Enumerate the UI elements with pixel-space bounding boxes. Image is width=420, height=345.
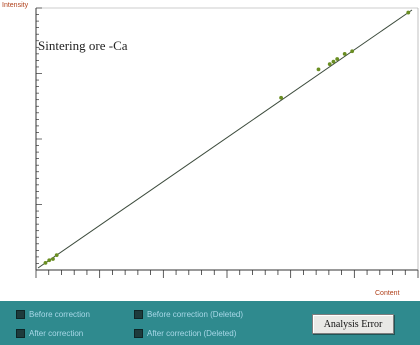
legend-label: After correction — [29, 328, 84, 338]
checkbox-icon[interactable] — [134, 328, 143, 338]
checkbox-icon[interactable] — [16, 309, 25, 319]
legend-after-correction-deleted[interactable]: After correction (Deleted) — [134, 326, 236, 340]
axes — [35, 7, 419, 278]
legend-before-correction-deleted[interactable]: Before correction (Deleted) — [134, 307, 243, 321]
data-point — [316, 67, 321, 72]
plot-area: Intensity Sintering ore -Ca Content — [0, 0, 420, 297]
fit-line — [37, 9, 413, 269]
data-point — [43, 260, 48, 265]
chart-svg — [35, 7, 419, 278]
data-point — [331, 59, 336, 64]
data-point — [406, 10, 411, 15]
data-point — [350, 49, 355, 54]
checkbox-icon[interactable] — [16, 328, 25, 338]
analysis-error-button[interactable]: Analysis Error — [312, 314, 394, 334]
fit-line-group — [37, 9, 413, 269]
y-axis-title: Intensity — [2, 2, 29, 9]
points-group — [43, 10, 411, 265]
control-panel: Before correction Before correction (Del… — [0, 301, 420, 345]
data-point — [47, 258, 52, 263]
data-point — [335, 57, 340, 61]
data-point — [51, 257, 55, 261]
checkbox-icon[interactable] — [134, 309, 143, 319]
legend-label: Before correction (Deleted) — [147, 309, 244, 319]
legend-after-correction[interactable]: After correction — [16, 326, 83, 340]
data-point — [279, 95, 283, 100]
legend-label: After correction (Deleted) — [147, 328, 237, 338]
data-point — [54, 253, 59, 257]
chart-title: Sintering ore -Ca — [38, 38, 128, 53]
data-point — [327, 62, 332, 67]
legend-label: Before correction — [29, 309, 90, 319]
legend-before-correction[interactable]: Before correction — [16, 307, 90, 321]
x-axis-title: Content — [375, 290, 400, 297]
data-point — [342, 51, 347, 56]
